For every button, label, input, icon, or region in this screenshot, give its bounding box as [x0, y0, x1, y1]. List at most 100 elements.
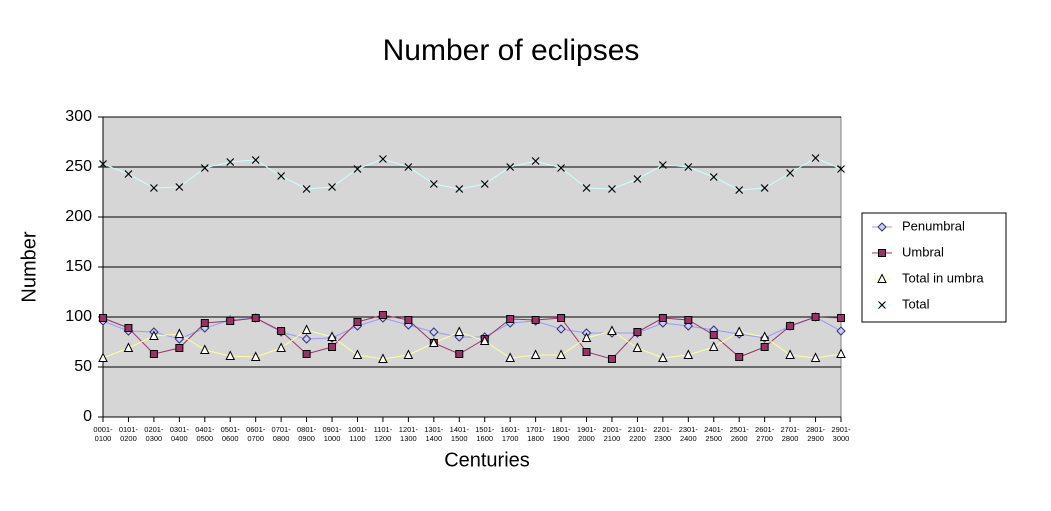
marker	[404, 316, 413, 324]
marker	[506, 163, 515, 171]
marker	[581, 332, 592, 342]
x-tick-label: 2901-3000	[831, 425, 851, 443]
marker	[403, 349, 414, 359]
marker	[378, 353, 388, 363]
x-tick-label: 1701-1800	[526, 425, 546, 443]
marker	[149, 184, 158, 192]
legend-label: Total in umbra	[902, 270, 984, 285]
marker	[175, 183, 184, 191]
marker	[735, 353, 744, 361]
marker	[124, 170, 133, 178]
marker	[479, 335, 490, 345]
marker	[276, 342, 286, 352]
x-tick-label: 1101-1200	[373, 425, 393, 443]
x-tick-label: 0501-0600	[220, 425, 240, 443]
marker	[810, 352, 821, 362]
x-tick-label: 2401-2500	[704, 425, 724, 443]
marker	[302, 185, 311, 193]
marker	[709, 331, 718, 339]
marker	[378, 311, 387, 319]
marker	[632, 342, 643, 352]
marker	[658, 161, 667, 169]
x-tick-label: 2201-2300	[653, 425, 673, 443]
chart-title: Number of eclipses	[383, 34, 640, 67]
x-tick-label: 0001-0100	[93, 425, 113, 443]
x-tick-label: 1401-1500	[449, 425, 469, 443]
marker	[250, 351, 261, 361]
marker	[786, 322, 795, 330]
marker	[607, 355, 616, 363]
marker	[530, 349, 541, 359]
y-tick-label: 200	[65, 208, 92, 225]
x-tick-label: 1001-1100	[347, 425, 368, 443]
legend-label: Penumbral	[902, 218, 965, 233]
marker	[557, 314, 566, 322]
marker	[99, 314, 107, 322]
marker	[505, 352, 515, 362]
marker	[123, 342, 134, 352]
marker	[557, 164, 565, 172]
marker	[785, 349, 795, 359]
marker	[353, 318, 362, 326]
x-tick-label: 0101-0200	[118, 425, 139, 443]
marker	[429, 180, 438, 188]
x-tick-label: 2701-2800	[780, 425, 800, 443]
marker	[99, 160, 107, 168]
marker	[506, 315, 515, 323]
legend-marker	[878, 301, 886, 309]
marker	[174, 328, 185, 338]
series-line	[102, 329, 842, 360]
marker	[759, 331, 770, 341]
x-tick-label: 0401-0500	[195, 425, 215, 443]
x-tick-label: 2301-2400	[678, 425, 698, 443]
x-tick-label: 2101-2200	[627, 425, 647, 443]
x-tick-label: 1901-2000	[576, 425, 597, 443]
x-tick-label: 2601-2700	[755, 425, 775, 443]
marker	[454, 326, 465, 336]
marker	[327, 331, 337, 341]
x-tick-label: 0201-0300	[144, 425, 164, 443]
marker	[175, 344, 184, 352]
marker	[658, 314, 667, 322]
marker	[225, 350, 236, 360]
x-tick-label: 1501-1600	[475, 425, 495, 443]
marker	[429, 337, 439, 347]
marker	[251, 314, 260, 322]
legend-marker	[877, 222, 887, 232]
x-tick-label: 1201-1300	[398, 425, 418, 443]
marker	[301, 334, 312, 344]
marker	[226, 158, 235, 166]
marker	[226, 317, 235, 325]
x-tick-label: 2001-2100	[602, 425, 622, 443]
marker	[404, 163, 413, 171]
y-tick-label: 100	[65, 308, 92, 325]
legend-marker	[877, 273, 887, 283]
marker	[328, 183, 336, 191]
marker	[836, 326, 846, 336]
marker	[658, 352, 668, 362]
y-tick-label: 50	[74, 358, 92, 375]
marker	[760, 184, 769, 192]
marker	[149, 330, 159, 340]
legend-marker	[878, 249, 886, 257]
marker	[200, 319, 209, 327]
legend-label: Umbral	[902, 244, 944, 259]
marker	[734, 326, 745, 336]
x-tick-label: 2801-2900	[805, 425, 826, 443]
marker	[837, 314, 845, 322]
marker	[556, 349, 566, 359]
marker	[531, 316, 540, 324]
marker	[353, 165, 362, 173]
legend	[861, 212, 1007, 323]
marker	[200, 164, 209, 172]
legend-label: Total	[902, 296, 930, 311]
marker	[633, 175, 642, 183]
marker	[684, 316, 693, 324]
marker	[556, 324, 566, 334]
marker	[328, 343, 337, 351]
marker	[735, 186, 744, 194]
marker	[277, 172, 286, 180]
series-line	[102, 314, 842, 360]
x-tick-label: 0701-0800	[271, 425, 291, 443]
